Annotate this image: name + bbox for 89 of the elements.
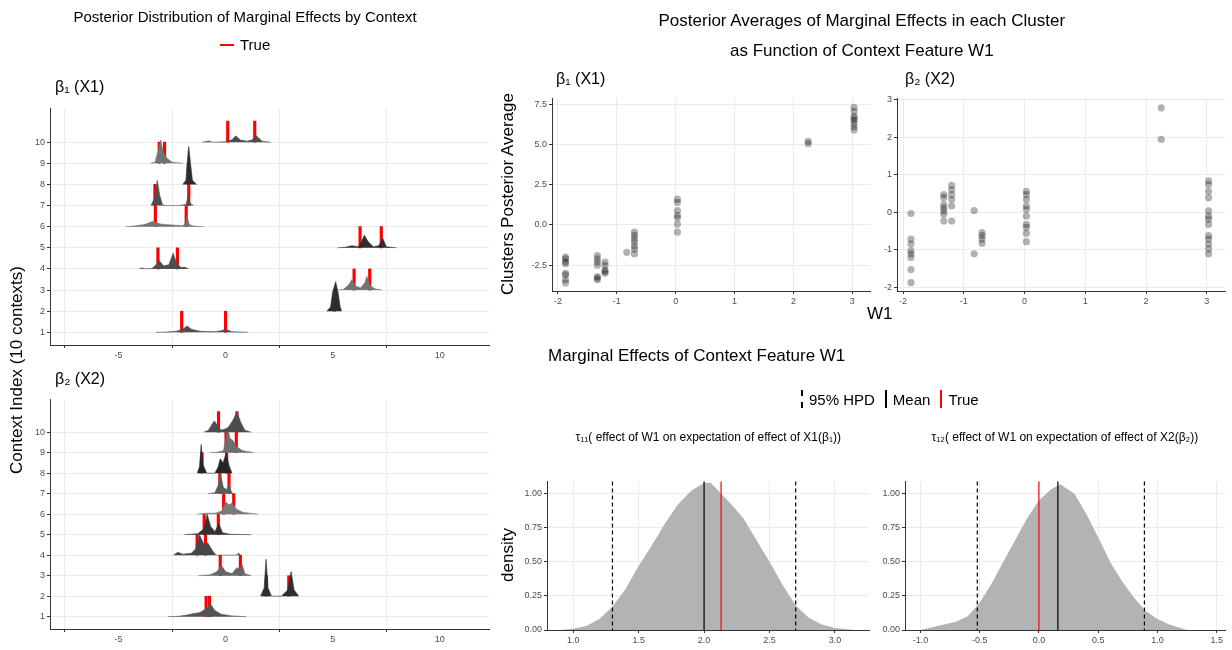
y-tick-label: 2: [39, 590, 45, 601]
y-tick-label: 7: [39, 200, 45, 211]
x-tick-label: 1.5: [1210, 634, 1223, 645]
x-tick-label: 1.0: [566, 634, 580, 645]
y-tick-label: 0.50: [882, 556, 900, 567]
x-tick-label: 1.0: [1151, 634, 1164, 645]
legend-label: Mean: [892, 390, 931, 408]
y-tick-label: 4: [39, 549, 45, 560]
y-tick-label: 9: [39, 157, 45, 168]
chart-subtitle: β₁ (X1): [556, 70, 606, 88]
x-tick-label: -1: [959, 295, 968, 306]
y-tick-label: 2: [886, 131, 892, 142]
x-tick-label: 1: [732, 295, 738, 306]
y-tick-label: 3: [886, 94, 892, 105]
y-tick-label: 0.50: [524, 556, 542, 567]
chart-subtitle: β₁ (X1): [55, 78, 105, 96]
y-tick-label: 2.5: [534, 179, 547, 190]
y-tick-label: 1: [39, 326, 45, 337]
y-tick-label: 5: [39, 529, 45, 540]
y-tick-label: 10: [34, 136, 45, 147]
x-tick-label: 0: [223, 633, 229, 644]
legend-label: 95% HPD: [809, 390, 875, 408]
chart-title: Marginal Effects of Context Feature W1: [548, 346, 846, 366]
y-tick-label: 0.75: [882, 522, 900, 533]
y-axis-title: density: [497, 528, 518, 582]
y-tick-label: 5.0: [534, 138, 547, 149]
x-tick-label: -5: [114, 633, 123, 644]
x-tick-label: 5: [330, 349, 336, 360]
chart-title: Posterior Distribution of Marginal Effects by Context: [73, 8, 417, 25]
x-tick-label: -2: [899, 295, 908, 306]
x-tick-label: 10: [434, 633, 445, 644]
y-tick-label: 3: [39, 284, 45, 295]
x-tick-label: 3: [1204, 295, 1210, 306]
x-axis-title: W1: [867, 304, 893, 324]
x-tick-label: 5: [330, 633, 336, 644]
x-tick-label: 2: [790, 295, 796, 306]
y-tick-label: 0.00: [524, 624, 542, 635]
y-tick-label: 1: [886, 169, 892, 180]
y-tick-label: 9: [39, 447, 45, 458]
y-tick-label: -2.5: [531, 259, 547, 270]
y-tick-label: 8: [39, 467, 45, 478]
y-tick-label: 6: [39, 221, 45, 232]
y-tick-label: 7: [39, 488, 45, 499]
legend-label: True: [948, 390, 979, 408]
y-tick-label: -1: [883, 244, 892, 255]
y-tick-label: 0.00: [882, 624, 900, 635]
y-tick-label: 2: [39, 305, 45, 316]
x-tick-label: 3: [849, 295, 855, 306]
x-tick-label: 1: [1082, 295, 1088, 306]
y-tick-label: 3: [39, 570, 45, 581]
chart-title: Posterior Averages of Marginal Effects in each Cluster as Function of Context Feature W1: [658, 10, 1066, 62]
y-tick-label: 6: [39, 508, 45, 519]
y-tick-label: 0: [886, 206, 892, 217]
chart-subtitle: β₂ (X2): [55, 370, 106, 388]
y-tick-label: -2: [883, 282, 892, 293]
x-tick-label: -2: [553, 295, 562, 306]
x-tick-label: 0: [673, 295, 679, 306]
y-tick-label: 5: [39, 242, 45, 253]
x-tick-label: 0.0: [1032, 634, 1046, 645]
x-tick-label: -5: [114, 349, 123, 360]
x-tick-label: -1.0: [912, 634, 929, 645]
y-axis-title: Clusters Posterior Average: [497, 93, 518, 295]
x-tick-label: 2.5: [763, 634, 776, 645]
y-tick-label: 7.5: [534, 98, 547, 109]
x-tick-label: 10: [434, 349, 445, 360]
y-tick-label: 0.25: [524, 590, 542, 601]
x-tick-label: 1.5: [632, 634, 645, 645]
x-tick-label: 0.5: [1091, 634, 1105, 645]
x-tick-label: -0.5: [971, 634, 988, 645]
y-tick-label: 0.75: [524, 522, 542, 533]
x-tick-label: -1: [612, 295, 621, 306]
y-tick-label: 8: [39, 178, 45, 189]
y-axis-title: Context Index (10 contexts): [6, 266, 27, 474]
y-tick-label: 0.0: [534, 219, 547, 230]
legend-label: True: [240, 36, 271, 53]
x-tick-label: 2.0: [697, 634, 711, 645]
chart-subtitle: τ₁₂( effect of W1 on expectation of effect of X2(β₂)): [931, 430, 1199, 444]
x-tick-label: 0: [223, 349, 229, 360]
chart-subtitle: τ₁₁( effect of W1 on expectation of effect of X1(β₁)): [575, 430, 841, 444]
x-tick-label: 0: [1022, 295, 1028, 306]
y-tick-label: 4: [39, 263, 45, 274]
y-tick-label: 1.00: [524, 488, 542, 499]
x-tick-label: 3.0: [828, 634, 842, 645]
x-tick-label: 2: [1143, 295, 1149, 306]
y-tick-label: 1.00: [882, 488, 900, 499]
y-tick-label: 0.25: [882, 590, 900, 601]
y-tick-label: 10: [34, 426, 45, 437]
y-tick-label: 1: [39, 611, 45, 622]
chart-subtitle: β₂ (X2): [905, 70, 956, 88]
